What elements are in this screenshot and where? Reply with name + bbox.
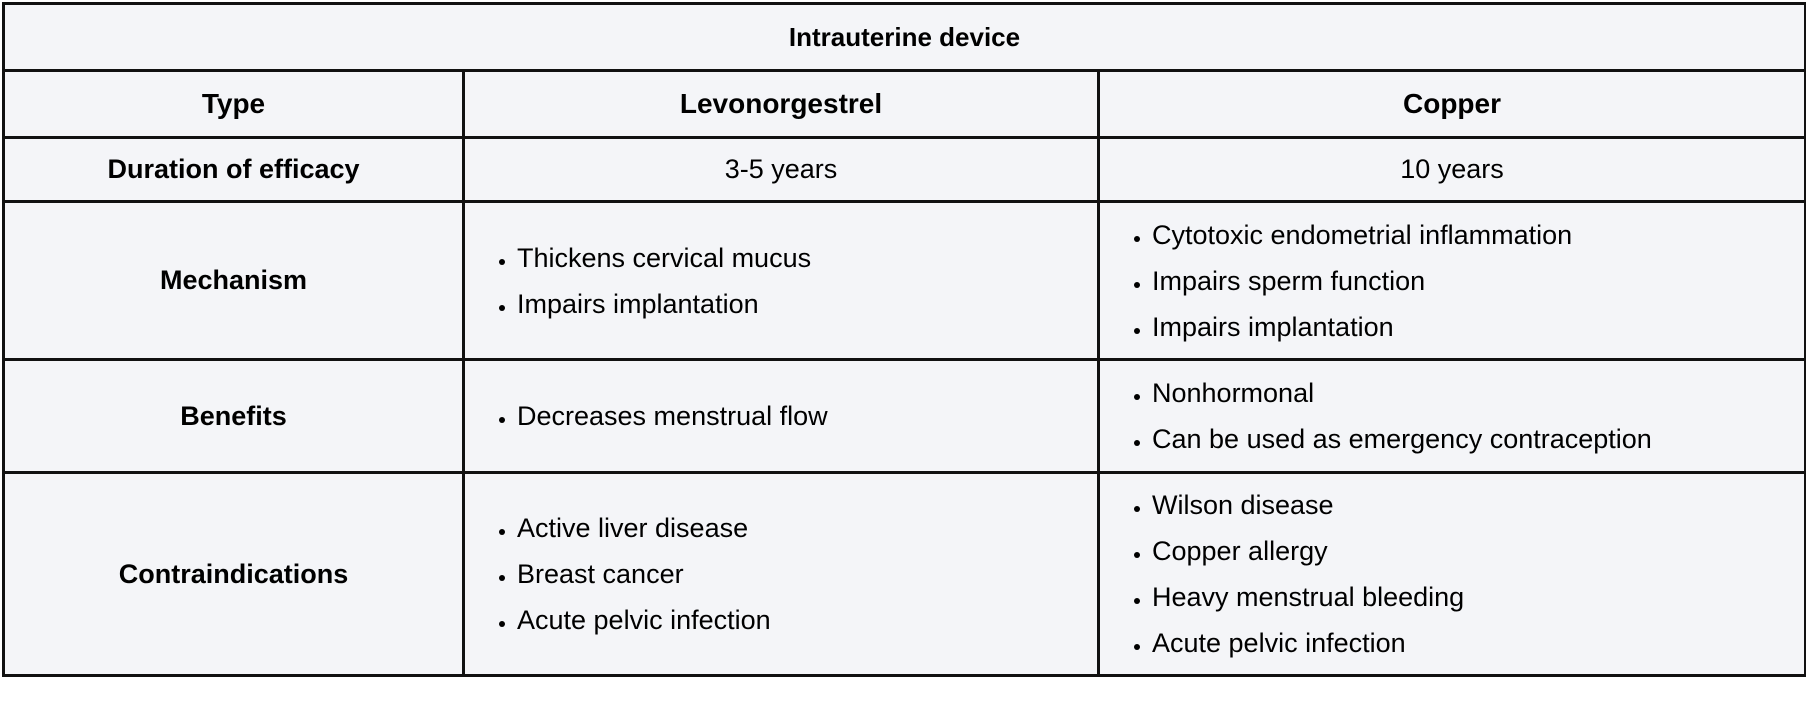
- cell-duration-copper: 10 years: [1096, 136, 1806, 203]
- bullet-list: Nonhormonal Can be used as emergency con…: [1100, 370, 1804, 462]
- bullet-list: Decreases menstrual flow: [465, 393, 1097, 439]
- list-item: Acute pelvic infection: [517, 597, 1097, 643]
- cell-mechanism-levonorgestrel: Thickens cervical mucus Impairs implanta…: [462, 200, 1100, 361]
- cell-mechanism-copper: Cytotoxic endometrial inflammation Impai…: [1096, 200, 1806, 361]
- list-item: Breast cancer: [517, 551, 1097, 597]
- table-row-mechanism: Mechanism Thickens cervical mucus Impair…: [2, 200, 1806, 361]
- list-item: Can be used as emergency contraception: [1152, 416, 1804, 462]
- cell-benefits-copper: Nonhormonal Can be used as emergency con…: [1096, 358, 1806, 474]
- header-type: Type: [2, 69, 465, 139]
- bullet-list: Cytotoxic endometrial inflammation Impai…: [1100, 212, 1804, 350]
- bullet-list: Thickens cervical mucus Impairs implanta…: [465, 235, 1097, 327]
- list-item: Nonhormonal: [1152, 370, 1804, 416]
- header-copper: Copper: [1096, 69, 1806, 139]
- bullet-list: Wilson disease Copper allergy Heavy mens…: [1100, 482, 1804, 666]
- list-item: Cytotoxic endometrial inflammation: [1152, 212, 1804, 258]
- row-label-contraindications: Contraindications: [2, 471, 465, 677]
- table-title: Intrauterine device: [1, 2, 1806, 72]
- table-header-row: Type Levonorgestrel Copper: [2, 69, 1806, 139]
- list-item: Impairs sperm function: [1152, 258, 1804, 304]
- list-item: Copper allergy: [1152, 528, 1804, 574]
- row-label-benefits: Benefits: [2, 358, 465, 474]
- list-item: Decreases menstrual flow: [517, 393, 1097, 439]
- list-item: Impairs implantation: [517, 281, 1097, 327]
- iud-comparison-table: Intrauterine device Type Levonorgestrel …: [1, 2, 1806, 677]
- list-item: Thickens cervical mucus: [517, 235, 1097, 281]
- list-item: Heavy menstrual bleeding: [1152, 574, 1804, 620]
- cell-contraindications-levonorgestrel: Active liver disease Breast cancer Acute…: [462, 471, 1100, 677]
- list-item: Active liver disease: [517, 505, 1097, 551]
- list-item: Wilson disease: [1152, 482, 1804, 528]
- cell-duration-levonorgestrel: 3-5 years: [462, 136, 1100, 203]
- row-label-duration: Duration of efficacy: [2, 136, 465, 203]
- bullet-list: Active liver disease Breast cancer Acute…: [465, 505, 1097, 643]
- list-item: Impairs implantation: [1152, 304, 1804, 350]
- table-row-benefits: Benefits Decreases menstrual flow Nonhor…: [2, 358, 1806, 474]
- table-row-duration: Duration of efficacy 3-5 years 10 years: [2, 136, 1806, 203]
- cell-benefits-levonorgestrel: Decreases menstrual flow: [462, 358, 1100, 474]
- table-title-row: Intrauterine device: [1, 2, 1806, 72]
- header-levonorgestrel: Levonorgestrel: [462, 69, 1100, 139]
- row-label-mechanism: Mechanism: [2, 200, 465, 361]
- cell-contraindications-copper: Wilson disease Copper allergy Heavy mens…: [1096, 471, 1806, 677]
- list-item: Acute pelvic infection: [1152, 620, 1804, 666]
- table-row-contraindications: Contraindications Active liver disease B…: [2, 471, 1806, 677]
